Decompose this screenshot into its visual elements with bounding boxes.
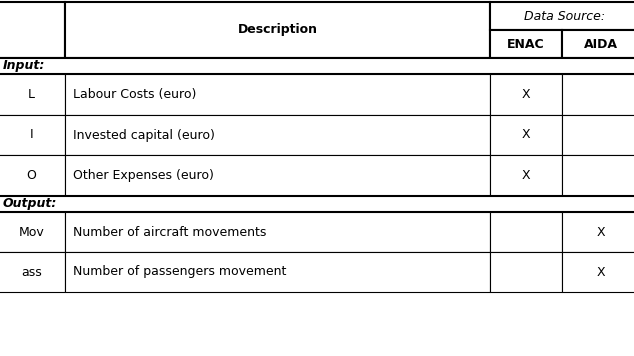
Bar: [490, 115, 562, 155]
Text: ENAC: ENAC: [507, 37, 545, 51]
Bar: [562, 74, 634, 115]
Bar: [0, 58, 634, 74]
Text: O: O: [27, 169, 36, 182]
Bar: [65, 252, 490, 292]
Text: Invested capital (euro): Invested capital (euro): [73, 129, 215, 141]
Text: X: X: [522, 169, 530, 182]
Text: X: X: [597, 225, 605, 239]
Text: Number of aircraft movements: Number of aircraft movements: [73, 225, 266, 239]
Bar: [65, 115, 490, 155]
Text: Data Source:: Data Source:: [524, 10, 605, 22]
Bar: [490, 155, 562, 196]
Text: L: L: [28, 88, 35, 101]
Text: X: X: [597, 266, 605, 278]
Text: Input:: Input:: [3, 59, 46, 73]
Text: Labour Costs (euro): Labour Costs (euro): [73, 88, 197, 101]
Bar: [562, 155, 634, 196]
Bar: [0, 252, 65, 292]
Text: I: I: [30, 129, 34, 141]
Bar: [490, 2, 634, 30]
Bar: [65, 74, 490, 115]
Bar: [562, 30, 634, 58]
Bar: [0, 115, 65, 155]
Bar: [0, 155, 65, 196]
Text: Number of passengers movement: Number of passengers movement: [73, 266, 287, 278]
Bar: [490, 252, 562, 292]
Bar: [0, 74, 65, 115]
Text: Other Expenses (euro): Other Expenses (euro): [73, 169, 214, 182]
Bar: [0, 2, 65, 58]
Bar: [0, 196, 634, 212]
Text: Output:: Output:: [3, 198, 57, 210]
Bar: [562, 212, 634, 252]
Bar: [562, 115, 634, 155]
Bar: [562, 252, 634, 292]
Text: X: X: [522, 88, 530, 101]
Text: ass: ass: [21, 266, 42, 278]
Bar: [490, 212, 562, 252]
Bar: [65, 155, 490, 196]
Text: Description: Description: [238, 23, 318, 37]
Bar: [490, 30, 562, 58]
Bar: [490, 74, 562, 115]
Text: AIDA: AIDA: [584, 37, 618, 51]
Bar: [65, 2, 490, 58]
Bar: [0, 212, 65, 252]
Text: X: X: [522, 129, 530, 141]
Text: Mov: Mov: [18, 225, 44, 239]
Bar: [65, 212, 490, 252]
